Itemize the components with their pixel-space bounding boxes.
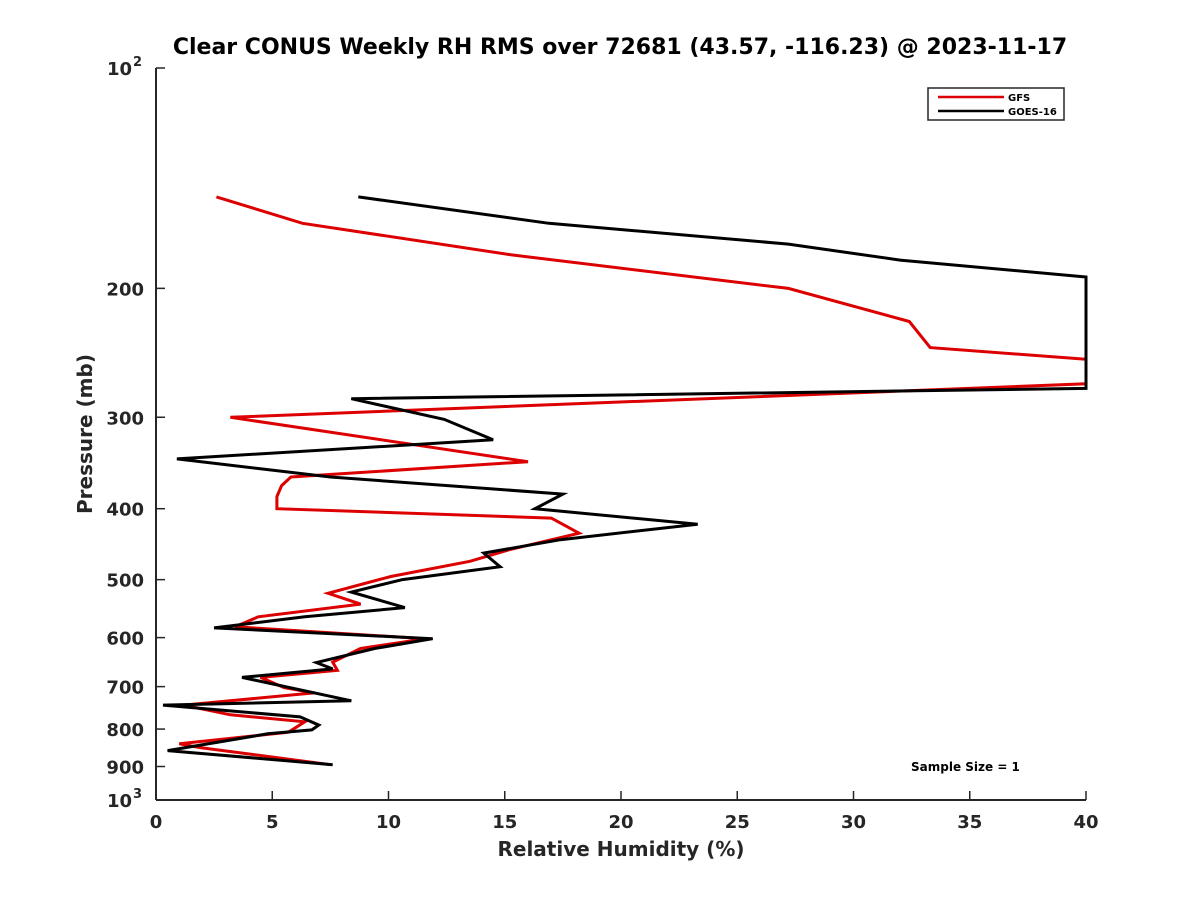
x-axis-label: Relative Humidity (%)	[497, 837, 744, 861]
legend-label-gfs: GFS	[1008, 93, 1030, 104]
x-tick-label: 15	[492, 812, 517, 833]
y-tick-label: 500	[106, 571, 144, 592]
x-tick-label: 10	[376, 812, 401, 833]
x-tick-label: 20	[608, 812, 633, 833]
y-tick-label: 300	[106, 408, 144, 429]
x-tick-label: 30	[841, 812, 866, 833]
y-tick-label: 700	[106, 678, 144, 699]
series-line-gfs	[179, 195, 1088, 767]
series-layer	[162, 195, 1088, 767]
y-tick-label: 800	[106, 720, 144, 741]
y-tick-label: 10	[107, 791, 132, 812]
y-tick-label: 600	[106, 629, 144, 650]
y-tick-label: 900	[106, 758, 144, 779]
chart-title: Clear CONUS Weekly RH RMS over 72681 (43…	[173, 35, 1067, 60]
x-ticks: 0 5 10 15 20 25 30 35 40	[150, 791, 1099, 833]
y-tick-label: 400	[106, 500, 144, 521]
x-tick-label: 5	[266, 812, 279, 833]
x-tick-label: 0	[150, 812, 163, 833]
series-line-goes16	[162, 195, 1088, 767]
legend-box	[927, 87, 1065, 121]
y-tick-label: 200	[106, 279, 144, 300]
x-tick-label: 35	[957, 812, 982, 833]
legend: GFS GOES-16	[927, 87, 1065, 121]
y-tick-label: 10	[107, 59, 132, 80]
sample-size-annotation: Sample Size = 1	[911, 760, 1020, 774]
legend-label-goes16: GOES-16	[1008, 107, 1057, 118]
x-tick-label: 40	[1073, 812, 1098, 833]
y-axis-label: Pressure (mb)	[73, 354, 97, 514]
x-tick-label: 25	[725, 812, 750, 833]
y-tick-exponent: 3	[133, 787, 142, 802]
y-tick-exponent: 2	[133, 55, 142, 70]
